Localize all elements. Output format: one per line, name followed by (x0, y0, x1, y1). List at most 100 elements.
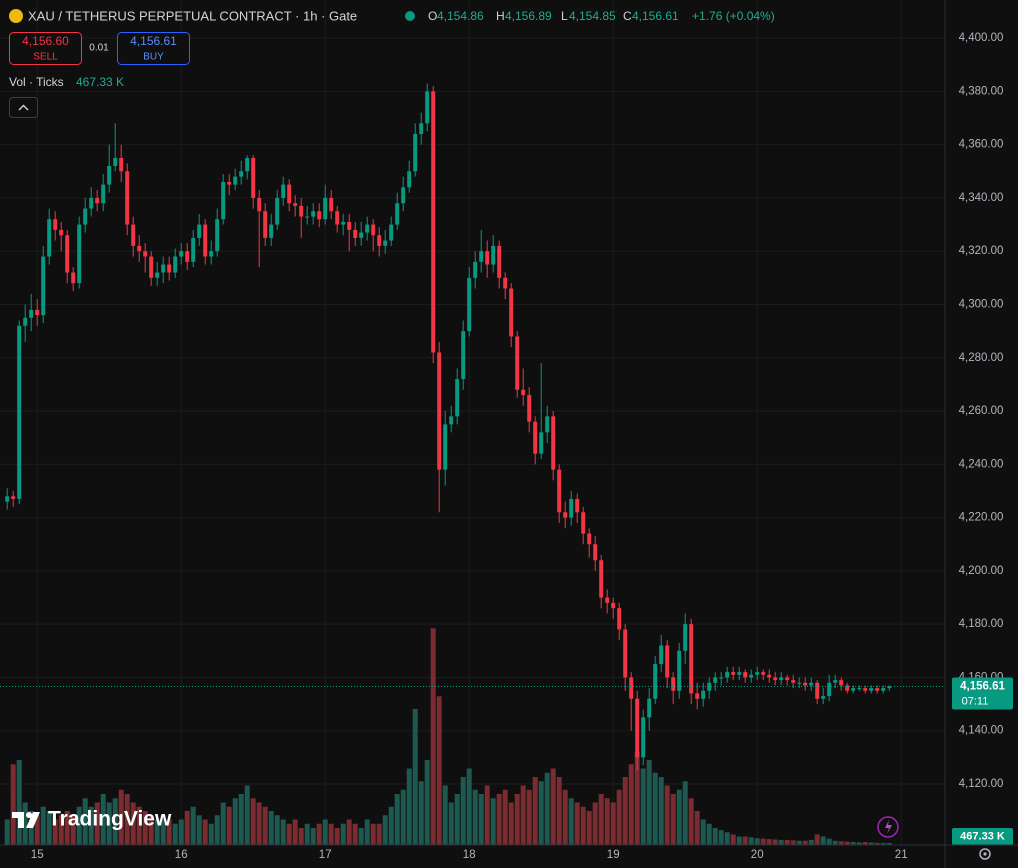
candle-body (239, 171, 244, 177)
y-tick-label: 4,380.00 (959, 85, 1004, 97)
candle-body (875, 688, 880, 691)
spread: 0.01 (89, 43, 109, 54)
volume-bar (868, 842, 874, 845)
buy-button[interactable] (117, 32, 190, 65)
volume-bar (790, 840, 796, 845)
alert-button[interactable] (877, 816, 899, 838)
volume-bar (436, 696, 442, 845)
candle-body (287, 184, 292, 204)
volume-bar (544, 772, 550, 845)
volume-bar (454, 794, 460, 845)
volume-bar (226, 806, 232, 845)
candle-body (209, 251, 214, 257)
x-tick-label: 20 (751, 849, 764, 861)
volume-bar (682, 781, 688, 845)
candle-body (545, 416, 550, 433)
candle-body (35, 309, 40, 316)
volume-bar (88, 806, 94, 845)
candle-body (113, 157, 118, 166)
volume-bar (502, 789, 508, 845)
candle-body (731, 672, 736, 675)
candle-body (815, 682, 820, 699)
collapse-button[interactable] (9, 97, 38, 118)
volume-bar (610, 802, 616, 845)
logo-dot (26, 812, 32, 818)
candle-body (185, 251, 190, 262)
volume-bar (706, 823, 712, 845)
candle-body (413, 133, 418, 172)
candle-body (71, 272, 76, 284)
candle-body (59, 229, 64, 236)
candle-body (161, 264, 166, 273)
volume-bar (640, 768, 646, 845)
candle-body (695, 693, 700, 699)
candle-body (23, 317, 28, 326)
price-pane (0, 83, 945, 771)
volume-bar (562, 789, 568, 845)
volume-bar (400, 789, 406, 845)
volume-bar (748, 837, 754, 845)
close-value: 4,156.61 (632, 9, 679, 23)
candle-body (509, 288, 514, 337)
volume-bar (508, 802, 514, 845)
candle-body (515, 336, 520, 390)
volume-bar (268, 811, 274, 845)
candle-body (605, 597, 610, 603)
candle-body (125, 171, 130, 225)
candle-body (263, 211, 268, 238)
candle-body (539, 432, 544, 454)
candle-body (53, 219, 58, 230)
sell-price: 4,156.60 (22, 34, 69, 48)
x-tick-label: 19 (607, 849, 620, 861)
grid (0, 0, 945, 845)
candle-body (719, 677, 724, 679)
volume-indicator-title[interactable]: Vol · Ticks (9, 75, 64, 89)
volume-bar (856, 842, 862, 845)
lightning-icon (885, 820, 892, 834)
volume-bar (604, 798, 610, 845)
candle-body (365, 224, 370, 233)
y-tick-label: 4,360.00 (959, 139, 1004, 151)
candle-body (773, 677, 778, 681)
volume-bar (616, 789, 622, 845)
volume-bar (700, 819, 706, 845)
x-tick-label: 15 (31, 849, 44, 861)
volume-bar (202, 819, 208, 845)
volume-bar (466, 768, 472, 845)
volume-bar (112, 798, 118, 845)
volume-bar (736, 836, 742, 845)
candle-body (521, 389, 526, 396)
volume-bar (694, 811, 700, 845)
settings-button[interactable] (979, 848, 991, 860)
volume-bar (430, 628, 436, 845)
candle-body (119, 157, 124, 172)
candle-body (449, 416, 454, 425)
volume-bar (886, 843, 892, 845)
volume-bar (130, 802, 136, 845)
volume-bar (244, 785, 250, 845)
candle-body (149, 256, 154, 278)
candle-body (101, 184, 106, 204)
symbol-title[interactable]: XAU / TETHERUS PERPETUAL CONTRACT · 1h ·… (28, 8, 357, 23)
candle-body (809, 682, 814, 686)
y-tick-label: 4,340.00 (959, 192, 1004, 204)
candle-body (761, 672, 766, 675)
candle-body (713, 677, 718, 683)
candle-body (671, 677, 676, 691)
candle-body (587, 533, 592, 545)
low-value: 4,154.85 (569, 9, 616, 23)
candle-body (293, 203, 298, 206)
sell-button[interactable] (9, 32, 82, 65)
candle-body (143, 251, 148, 257)
volume-bar (394, 794, 400, 845)
volume-bar (472, 789, 478, 845)
volume-bar (652, 772, 658, 845)
change-value: +1.76 (+0.04%) (692, 9, 775, 23)
candle-body (5, 496, 10, 502)
buy-label: BUY (143, 52, 164, 63)
candle-body (833, 680, 838, 683)
volume-bar (352, 823, 358, 845)
volume-bar (328, 823, 334, 845)
volume-bar (160, 815, 166, 845)
